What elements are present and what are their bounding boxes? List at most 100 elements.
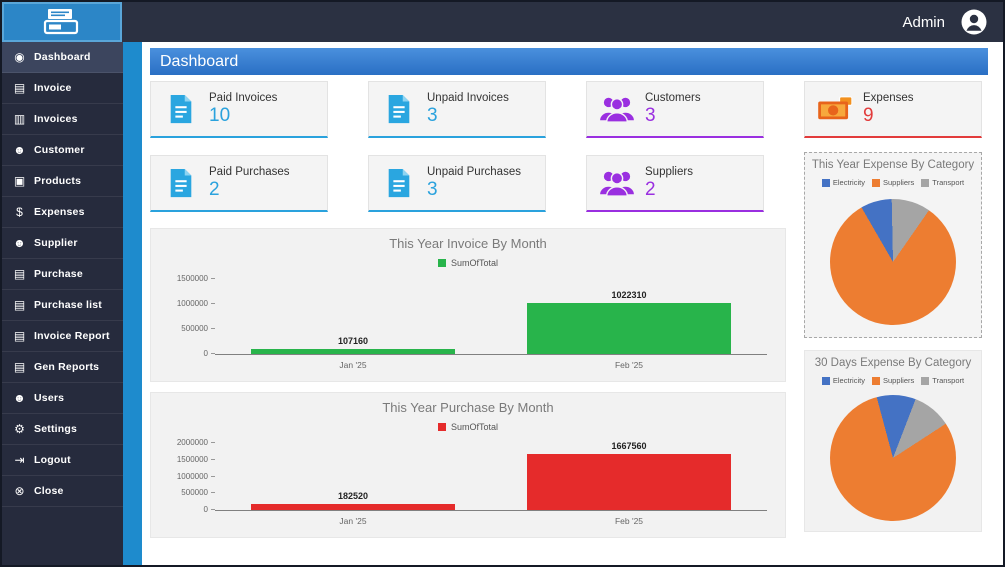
card-unpaid-purchases: Unpaid Purchases 3: [368, 155, 546, 212]
sidebar-item-label: Settings: [34, 423, 78, 435]
sidebar-item-label: Dashboard: [34, 51, 91, 63]
legend-label: Transport: [932, 376, 965, 385]
dashboard-icon: ◉: [14, 50, 25, 64]
chart-title: This Year Purchase By Month: [382, 400, 554, 415]
card-value: 10: [209, 104, 231, 126]
sidebar-item-invoices[interactable]: ▥ Invoices: [2, 104, 123, 135]
sidebar-item-expenses[interactable]: $ Expenses: [2, 197, 123, 228]
sidebar-item-logout[interactable]: ⇥ Logout: [2, 445, 123, 476]
y-axis-tick: [211, 353, 215, 354]
gen-reports-icon: ▤: [13, 360, 26, 374]
settings-icon: ⚙: [14, 422, 25, 436]
sidebar-item-purchase[interactable]: ▤ Purchase: [2, 259, 123, 290]
sidebar-item-supplier[interactable]: ☻ Supplier: [2, 228, 123, 259]
plot-area: 0 500000 1000000 1500000 2000000 182520 Jan '2…: [177, 438, 767, 526]
legend-label: SumOfTotal: [450, 422, 499, 432]
y-axis-tick-label: 0: [203, 505, 208, 514]
invoice-document-icon: [379, 167, 419, 199]
invoice-report-icon: ▤: [13, 329, 26, 343]
sidebar-item-settings[interactable]: ⚙ Settings: [2, 414, 123, 445]
legend-label: Electricity: [832, 178, 865, 187]
logout-icon: ⇥: [14, 453, 25, 467]
month-expense-by-category-chart: 30 Days Expense By Category Electricity …: [804, 350, 982, 532]
legend-swatch: [437, 259, 446, 267]
card-label: Unpaid Purchases: [427, 165, 521, 178]
chart-title: 30 Days Expense By Category: [814, 357, 972, 369]
sidebar-item-label: Users: [34, 392, 65, 404]
sidebar-item-products[interactable]: ▣ Products: [2, 166, 123, 197]
sidebar-item-label: Close: [34, 485, 64, 497]
legend-swatch: [821, 178, 830, 187]
legend-label: SumOfTotal: [450, 258, 499, 268]
card-value: 3: [427, 178, 438, 200]
sidebar-item-invoice-report[interactable]: ▤ Invoice Report: [2, 321, 123, 352]
close-icon: ⊗: [14, 484, 25, 498]
page-title: Dashboard: [160, 52, 239, 70]
card-label: Expenses: [863, 91, 914, 104]
card-label: Unpaid Invoices: [427, 91, 509, 104]
user-avatar[interactable]: [961, 9, 987, 35]
card-paid-invoices: Paid Invoices 10: [150, 81, 328, 138]
card-unpaid-invoices: Unpaid Invoices 3: [368, 81, 546, 138]
sidebar-item-label: Purchase list: [34, 299, 102, 311]
expenses-icon: $: [16, 205, 23, 219]
bar: [250, 348, 456, 354]
y-axis-tick-label: 2000000: [176, 438, 208, 447]
y-axis-tick: [211, 509, 215, 510]
sidebar-item-label: Purchase: [34, 268, 83, 280]
purchase-list-icon: ▤: [13, 298, 26, 312]
bar: [526, 454, 732, 510]
chart-legend: Electricity Suppliers Transport: [805, 178, 981, 187]
sidebar-item-purchase-list[interactable]: ▤ Purchase list: [2, 290, 123, 321]
y-axis-tick-label: 1500000: [176, 274, 208, 283]
y-axis-tick-label: 1500000: [176, 454, 208, 464]
chart-legend: SumOfTotal: [151, 422, 785, 432]
card-value: 2: [209, 178, 220, 200]
bar-value-label: 1667560: [611, 441, 647, 452]
card-label: Paid Purchases: [209, 165, 290, 178]
sidebar-item-gen-reports[interactable]: ▤ Gen Reports: [2, 352, 123, 383]
y-axis-tick-label: 500000: [181, 488, 208, 498]
invoice-document-icon: [379, 93, 419, 125]
sidebar-item-customer[interactable]: ☻ Customer: [2, 135, 123, 166]
chart-legend: SumOfTotal: [151, 258, 785, 268]
legend-swatch: [871, 376, 880, 385]
plot-area: 0 500000 1000000 1500000 107160 Jan '25 102231…: [177, 274, 767, 370]
card-paid-purchases: Paid Purchases 2: [150, 155, 328, 212]
legend-label: Suppliers: [882, 376, 915, 385]
sidebar-nav: ◉ Dashboard ▤ Invoice ▥ Invoices ☻ Custo…: [2, 42, 123, 565]
legend-swatch: [921, 376, 930, 385]
sidebar-item-dashboard[interactable]: ◉ Dashboard: [2, 42, 123, 73]
sidebar-item-label: Expenses: [34, 206, 85, 218]
person-icon: [961, 9, 987, 35]
cash-register-icon: [43, 9, 79, 35]
sidebar-item-close[interactable]: ⊗ Close: [2, 476, 123, 507]
y-axis-tick-label: 1000000: [176, 471, 208, 481]
legend-label: Suppliers: [882, 178, 915, 187]
customer-icon: ☻: [13, 143, 26, 157]
sidebar-item-label: Logout: [34, 454, 71, 466]
card-value: 9: [863, 104, 874, 126]
card-value: 2: [645, 178, 656, 200]
sidebar-item-users[interactable]: ☻ Users: [2, 383, 123, 414]
card-label: Customers: [645, 91, 701, 104]
page-title-bar: Dashboard: [150, 48, 988, 75]
purchase-by-month-chart: This Year Purchase By Month SumOfTotal 0…: [150, 392, 786, 538]
sidebar-item-invoice[interactable]: ▤ Invoice: [2, 73, 123, 104]
bar-value-label: 1022310: [611, 289, 647, 300]
x-axis-label: Jan '25: [339, 516, 367, 526]
customers-icon: [597, 168, 637, 198]
admin-username: Admin: [902, 13, 945, 31]
chart-title: This Year Invoice By Month: [389, 236, 547, 251]
top-bar: Admin: [2, 2, 1003, 42]
x-axis-label: Feb '25: [614, 516, 644, 526]
y-axis-tick: [211, 475, 215, 477]
legend-swatch: [921, 178, 930, 187]
card-value: 3: [427, 104, 438, 126]
money-icon: [815, 95, 855, 123]
bar-value-label: 107160: [337, 335, 369, 346]
legend-swatch: [871, 178, 880, 187]
card-expenses: Expenses 9: [804, 81, 982, 138]
invoice-document-icon: [161, 93, 201, 125]
pie-chart: [830, 199, 956, 325]
